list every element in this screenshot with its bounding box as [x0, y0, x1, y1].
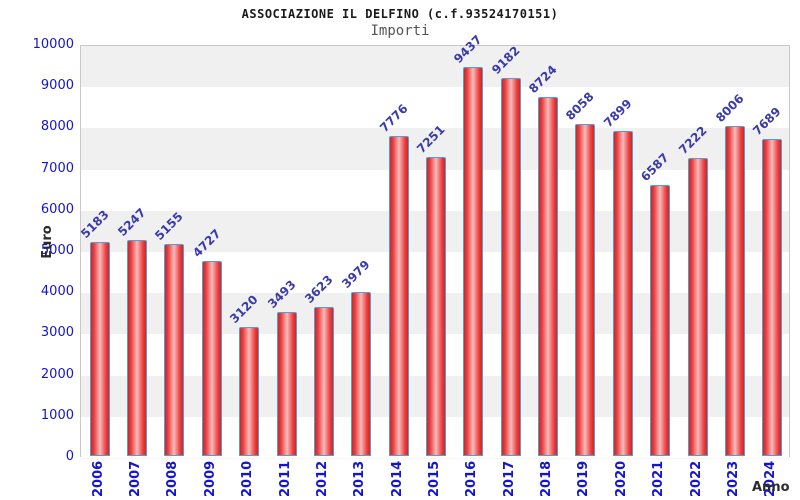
bar-2019 — [575, 124, 596, 456]
bar-2007 — [127, 240, 148, 456]
x-tick-label: 2009 — [202, 460, 218, 497]
bar-2014 — [388, 136, 409, 456]
x-tick-label: 2018 — [539, 460, 555, 497]
bar-2021 — [650, 185, 671, 456]
bar-2011 — [276, 312, 297, 456]
x-tick-label: 2010 — [240, 460, 256, 497]
bar-2009 — [201, 261, 222, 456]
y-tick-label: 6000 — [40, 201, 74, 217]
x-tick-label: 2012 — [314, 460, 330, 497]
y-tick-label: 3000 — [40, 325, 74, 341]
y-tick-label: 2000 — [40, 366, 74, 382]
bar-2016 — [463, 67, 484, 456]
x-tick-label: 2011 — [277, 460, 293, 497]
bar-2010 — [239, 327, 260, 456]
x-tick-label: 2020 — [613, 460, 629, 497]
x-tick-label: 2013 — [352, 460, 368, 497]
y-tick-label: 1000 — [40, 407, 74, 423]
y-tick-label: 7000 — [40, 160, 74, 176]
chart-subtitle: Importi — [370, 23, 430, 39]
x-tick-label: 2022 — [688, 460, 704, 497]
y-tick-label: 8000 — [40, 119, 74, 135]
y-tick-label: 9000 — [40, 78, 74, 94]
bar-2023 — [724, 126, 745, 456]
bar-2022 — [687, 158, 708, 456]
x-axis-title: Anno — [752, 480, 790, 495]
bar-2013 — [351, 292, 372, 456]
y-tick-label: 5000 — [40, 243, 74, 258]
x-tick-label: 2006 — [90, 460, 106, 497]
bar-2015 — [426, 157, 446, 456]
x-tick-label: 2016 — [464, 460, 480, 497]
x-tick-label: 2007 — [128, 460, 144, 497]
bar-2018 — [538, 97, 559, 456]
y-tick-label: 4000 — [40, 284, 74, 300]
plot-area: 5183 5247 5155 4727 3120 3493 3623 3979 7776 7251… — [78, 32, 790, 459]
y-tick-label: 10000 — [32, 37, 74, 52]
bar-2024 — [762, 139, 783, 456]
x-tick-label: 2014 — [389, 460, 405, 497]
chart-title: ASSOCIAZIONE IL DELFINO (c.f.93524170151… — [241, 7, 559, 21]
bar-2017 — [500, 78, 521, 456]
bar-2020 — [612, 131, 633, 456]
x-tick-label: 2017 — [501, 460, 517, 497]
bar-2012 — [313, 307, 334, 456]
x-tick-label: 2023 — [725, 460, 741, 497]
y-tick-label: 0 — [65, 449, 74, 464]
x-tick-label: 2015 — [427, 460, 442, 497]
x-tick-label: 2021 — [651, 460, 667, 497]
y-axis-title: Euro — [40, 225, 55, 259]
bar-2008 — [164, 244, 185, 456]
grid-band — [81, 87, 789, 130]
bar-2006 — [89, 242, 110, 456]
x-tick-label: 2019 — [576, 460, 592, 497]
grid-band — [81, 46, 789, 89]
x-tick-label: 2008 — [165, 460, 181, 497]
